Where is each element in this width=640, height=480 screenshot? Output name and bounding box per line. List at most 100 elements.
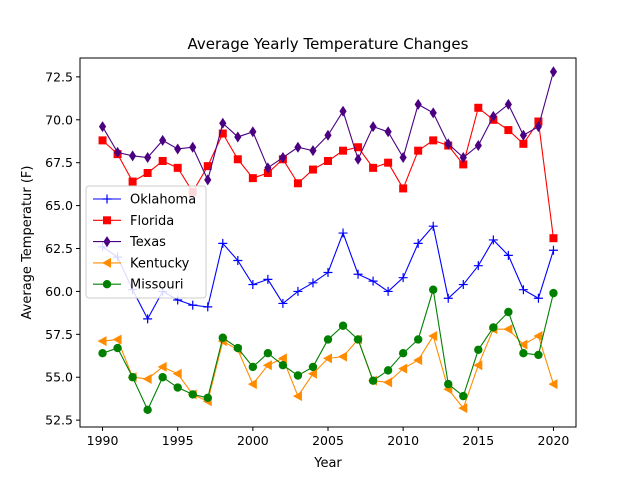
data-point-florida-2015 [474, 103, 483, 112]
data-point-kentucky-2000 [247, 379, 257, 390]
data-point-kentucky-1995 [172, 368, 182, 379]
data-point-florida-2018 [519, 139, 528, 148]
data-point-florida-2010 [399, 184, 408, 193]
data-point-oklahoma-2018 [518, 285, 528, 295]
data-point-missouri-1991 [113, 343, 122, 353]
x-tick-label-2010: 2010 [387, 433, 419, 448]
data-point-oklahoma-2002 [278, 298, 288, 308]
x-tick-label-2020: 2020 [538, 433, 570, 448]
data-point-missouri-2012 [429, 285, 438, 294]
data-point-oklahoma-2016 [488, 235, 498, 245]
data-point-kentucky-2011 [413, 355, 423, 366]
data-point-oklahoma-1996 [188, 300, 198, 310]
y-tick-label-60: 60.0 [45, 284, 73, 299]
data-point-missouri-2009 [383, 366, 393, 375]
data-point-kentucky-2012 [428, 331, 438, 342]
data-point-texas-1992 [129, 150, 137, 162]
data-point-missouri-2017 [504, 307, 513, 317]
data-point-florida-1997 [203, 162, 212, 171]
data-point-florida-1994 [158, 156, 167, 165]
data-point-kentucky-2005 [323, 353, 332, 364]
data-point-kentucky-2001 [262, 360, 272, 371]
data-point-oklahoma-2006 [338, 228, 348, 238]
data-point-missouri-2016 [489, 323, 498, 332]
data-point-oklahoma-1997 [203, 302, 213, 312]
data-point-oklahoma-2010 [398, 273, 408, 283]
data-point-florida-1993 [143, 168, 152, 177]
data-point-missouri-1996 [188, 390, 197, 399]
data-point-kentucky-2004 [307, 368, 317, 379]
data-point-florida-1995 [173, 163, 182, 172]
data-point-missouri-2013 [444, 379, 453, 389]
data-point-oklahoma-2012 [428, 221, 438, 231]
y-tick-label-70: 70.0 [45, 112, 73, 127]
chart-title: Average Yearly Temperature Changes [188, 35, 469, 53]
series-florida [98, 103, 558, 243]
data-point-kentucky-2003 [292, 391, 302, 402]
data-point-texas-2007 [354, 153, 362, 165]
y-tick-label-62.5: 62.5 [45, 241, 73, 256]
data-point-texas-1993 [144, 152, 152, 164]
data-point-missouri-1999 [233, 343, 243, 353]
data-point-oklahoma-2003 [293, 286, 303, 296]
data-point-missouri-2019 [534, 350, 543, 360]
data-point-missouri-1995 [173, 383, 182, 392]
data-point-florida-1999 [233, 155, 242, 164]
legend-label-oklahoma: Oklahoma [130, 193, 196, 208]
data-point-texas-2017 [504, 98, 512, 110]
data-point-missouri-2014 [459, 391, 468, 401]
data-point-oklahoma-2004 [308, 278, 318, 288]
data-point-texas-2014 [459, 152, 467, 164]
legend-label-missouri: Missouri [130, 278, 184, 293]
data-point-florida-2020 [549, 234, 558, 243]
data-point-missouri-2018 [519, 349, 528, 358]
data-point-missouri-1997 [203, 393, 212, 403]
data-point-texas-2005 [324, 129, 332, 141]
y-tick-label-55: 55.0 [45, 370, 73, 385]
data-point-texas-2001 [264, 162, 272, 174]
legend-marker-oklahoma [102, 194, 112, 204]
data-point-oklahoma-1993 [143, 314, 153, 324]
data-point-missouri-1998 [218, 333, 227, 342]
data-point-missouri-1990 [98, 349, 107, 358]
data-point-oklahoma-2019 [533, 293, 543, 303]
data-point-oklahoma-2001 [263, 274, 273, 284]
x-tick-label-2005: 2005 [312, 433, 344, 448]
data-point-kentucky-2017 [503, 324, 513, 335]
data-point-kentucky-1993 [142, 373, 152, 384]
data-point-oklahoma-1999 [233, 256, 243, 266]
data-point-texas-1998 [219, 117, 227, 129]
y-tick-label-65: 65.0 [45, 198, 73, 213]
y-tick-label-72.5: 72.5 [45, 69, 73, 84]
y-axis-ticks: 52.5 55.0 57.5 60.0 62.5 65.0 67.5 70.0 72.5 [45, 69, 80, 428]
data-point-oklahoma-2014 [458, 280, 468, 290]
data-point-florida-2012 [429, 136, 438, 145]
data-point-texas-1995 [174, 143, 182, 155]
y-tick-label-67.5: 67.5 [45, 155, 73, 170]
data-point-oklahoma-2007 [353, 269, 363, 279]
data-point-texas-1999 [234, 131, 242, 143]
data-point-missouri-2015 [474, 345, 483, 354]
data-point-florida-2011 [414, 146, 423, 155]
data-point-oklahoma-2020 [548, 245, 558, 255]
data-point-texas-2010 [399, 152, 407, 164]
data-point-florida-2004 [308, 165, 317, 174]
series-layer [97, 66, 558, 415]
data-point-missouri-2002 [278, 361, 288, 370]
data-point-texas-2004 [309, 145, 317, 157]
data-point-kentucky-2009 [383, 377, 393, 388]
legend-box [85, 185, 207, 299]
data-point-texas-2006 [339, 105, 347, 117]
data-point-missouri-2005 [323, 335, 333, 344]
data-point-kentucky-1990 [97, 336, 107, 347]
data-point-missouri-2000 [248, 362, 258, 372]
series-texas [98, 66, 558, 186]
data-point-texas-2011 [414, 98, 422, 110]
y-tick-label-57.5: 57.5 [45, 327, 73, 342]
data-point-missouri-1993 [143, 405, 152, 415]
legend-label-kentucky: Kentucky [130, 256, 190, 271]
data-point-texas-1996 [189, 141, 197, 153]
data-point-missouri-1994 [158, 373, 167, 382]
data-point-missouri-1992 [128, 373, 137, 382]
data-point-florida-2006 [339, 146, 348, 155]
